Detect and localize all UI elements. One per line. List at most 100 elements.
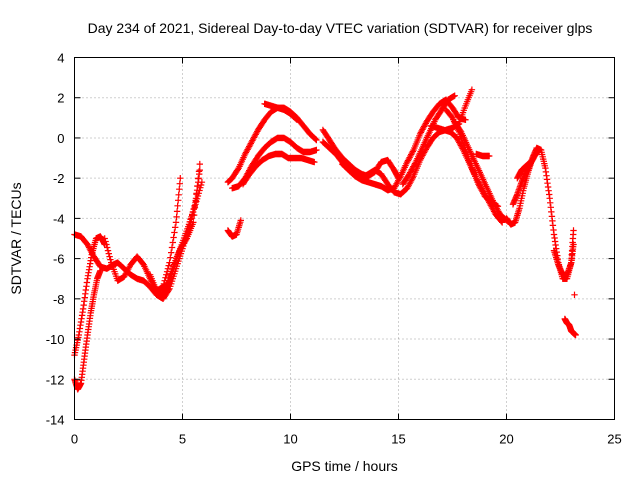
- data-point: [535, 146, 543, 154]
- x-tick-label: 25: [607, 432, 621, 447]
- data-point: [104, 247, 112, 254]
- data-point: [182, 236, 190, 243]
- series-track-g: [224, 217, 244, 240]
- x-axis-label: GPS time / hours: [291, 458, 398, 474]
- series-track-r: [451, 118, 510, 224]
- data-point: [167, 254, 174, 261]
- y-tick-labels: 4 2 0 -2 -4 -6 -8 -10 -12 -14: [46, 51, 65, 428]
- data-point: [163, 271, 170, 278]
- data-point: [409, 148, 416, 155]
- y-tick-label: -6: [53, 252, 65, 267]
- y-tick-label: -8: [53, 292, 65, 307]
- data-point: [293, 115, 300, 123]
- data-point: [451, 92, 458, 99]
- data-point: [548, 208, 555, 216]
- series-track-h: [224, 104, 320, 186]
- data-point: [311, 158, 318, 166]
- y-tick-label: -2: [53, 171, 65, 186]
- y-tick-label: -10: [46, 332, 65, 347]
- data-point: [172, 224, 179, 231]
- series-track-q: [442, 106, 502, 210]
- data-point: [571, 291, 578, 298]
- series-track-y: [571, 291, 578, 298]
- x-tick-label: 5: [179, 432, 186, 447]
- series-track-k: [261, 100, 301, 123]
- data-point: [237, 217, 244, 224]
- data-point: [175, 191, 182, 198]
- data-point: [534, 148, 541, 155]
- x-tick-label: 15: [391, 432, 405, 447]
- axis-ticks: [74, 57, 615, 420]
- data-point: [486, 152, 493, 160]
- data-point: [195, 168, 203, 175]
- data-point: [193, 190, 200, 197]
- data-point: [197, 181, 205, 189]
- data-point: [411, 160, 419, 167]
- data-point: [176, 180, 183, 187]
- data-point: [97, 267, 104, 274]
- data-point: [173, 213, 180, 221]
- data-point: [173, 208, 181, 215]
- data-point: [102, 238, 109, 245]
- series-track-j: [239, 150, 318, 188]
- data-point: [192, 197, 199, 204]
- grid-lines: [74, 57, 615, 420]
- series-track-x: [561, 315, 579, 339]
- data-point: [313, 146, 320, 154]
- data-point: [191, 204, 199, 211]
- chart-title: Day 234 of 2021, Sidereal Day-to-day VTE…: [88, 20, 593, 36]
- data-point: [552, 241, 559, 249]
- data-point: [565, 265, 573, 272]
- data-point: [171, 229, 178, 236]
- y-tick-label: 4: [57, 51, 64, 66]
- y-tick-label: 2: [57, 91, 64, 106]
- data-point: [396, 174, 404, 181]
- data-point: [168, 244, 176, 251]
- series-track-w: [550, 241, 577, 278]
- series-track-s: [473, 150, 493, 160]
- data-point: [190, 219, 197, 226]
- data-point: [196, 187, 203, 194]
- y-tick-label: -4: [53, 211, 65, 226]
- data-point: [105, 250, 112, 257]
- data-point: [77, 322, 84, 329]
- data-point: [196, 160, 203, 168]
- data-point: [313, 136, 320, 144]
- y-tick-label: -12: [46, 372, 65, 387]
- data-point: [527, 158, 534, 166]
- data-point: [514, 189, 521, 196]
- data-point: [293, 116, 301, 123]
- data-point: [170, 234, 177, 241]
- x-tick-label: 0: [71, 432, 78, 447]
- series-track-v: [514, 158, 534, 182]
- plot-frame: [74, 57, 615, 420]
- series-track-i: [229, 134, 320, 192]
- data-point: [177, 175, 184, 182]
- data-point: [175, 197, 182, 204]
- data-point: [169, 239, 176, 246]
- data-point: [101, 235, 108, 242]
- data-point: [572, 331, 579, 339]
- data-points: [71, 86, 579, 393]
- data-point: [468, 86, 476, 93]
- data-point: [81, 298, 88, 305]
- data-point: [570, 227, 577, 234]
- data-point: [190, 211, 198, 219]
- x-tick-label: 10: [283, 432, 297, 447]
- data-point: [165, 262, 172, 269]
- data-point: [195, 175, 202, 182]
- data-point: [107, 256, 114, 263]
- data-point: [168, 249, 175, 256]
- data-point: [545, 187, 552, 194]
- series-track-f: [157, 160, 203, 298]
- data-point: [570, 241, 577, 248]
- data-point: [83, 279, 91, 286]
- data-point: [409, 174, 416, 181]
- y-tick-label: -14: [46, 413, 65, 428]
- data-point: [174, 202, 181, 209]
- data-point: [312, 136, 319, 143]
- data-point: [499, 219, 506, 226]
- x-tick-labels: 0 5 10 15 20 25: [71, 432, 622, 447]
- data-point: [172, 219, 180, 226]
